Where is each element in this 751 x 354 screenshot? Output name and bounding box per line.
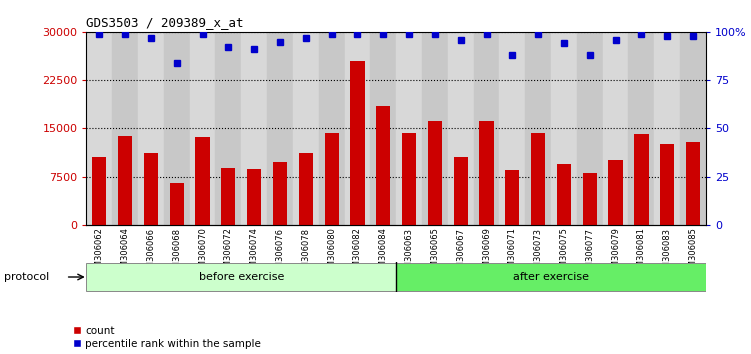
Bar [273, 162, 287, 225]
Bar [505, 170, 520, 225]
Bar [499, 32, 525, 225]
Bar [551, 32, 577, 225]
Bar [222, 168, 236, 225]
Bar [583, 173, 597, 225]
Bar [454, 157, 468, 225]
Bar [299, 153, 313, 225]
FancyBboxPatch shape [397, 263, 706, 291]
Bar [474, 32, 499, 225]
Bar [686, 142, 700, 225]
Bar [350, 61, 364, 225]
Bar [216, 32, 241, 225]
Bar [118, 136, 132, 225]
Bar [92, 157, 107, 225]
Bar [556, 164, 571, 225]
Bar [635, 134, 649, 225]
Bar [247, 169, 261, 225]
Bar [402, 133, 416, 225]
Bar [143, 153, 158, 225]
Bar [422, 32, 448, 225]
Text: before exercise: before exercise [198, 272, 284, 282]
Bar [376, 106, 391, 225]
Bar [170, 183, 184, 225]
Bar [241, 32, 267, 225]
Text: after exercise: after exercise [513, 272, 589, 282]
Bar [577, 32, 602, 225]
Bar [608, 160, 623, 225]
Bar [629, 32, 654, 225]
FancyBboxPatch shape [86, 263, 397, 291]
Bar [324, 133, 339, 225]
Text: GDS3503 / 209389_x_at: GDS3503 / 209389_x_at [86, 16, 244, 29]
Legend: count, percentile rank within the sample: count, percentile rank within the sample [73, 326, 261, 349]
Bar [654, 32, 680, 225]
Bar [138, 32, 164, 225]
Bar [428, 121, 442, 225]
Bar [345, 32, 370, 225]
Bar [86, 32, 112, 225]
Bar [370, 32, 397, 225]
Bar [531, 133, 545, 225]
Bar [318, 32, 345, 225]
Text: protocol: protocol [4, 272, 49, 282]
Bar [680, 32, 706, 225]
Bar [112, 32, 138, 225]
Bar [448, 32, 474, 225]
Bar [479, 121, 493, 225]
Bar [293, 32, 318, 225]
Bar [195, 137, 210, 225]
Bar [525, 32, 551, 225]
Bar [189, 32, 216, 225]
Bar [267, 32, 293, 225]
Bar [603, 32, 629, 225]
Bar [397, 32, 422, 225]
Bar [660, 144, 674, 225]
Bar [164, 32, 189, 225]
